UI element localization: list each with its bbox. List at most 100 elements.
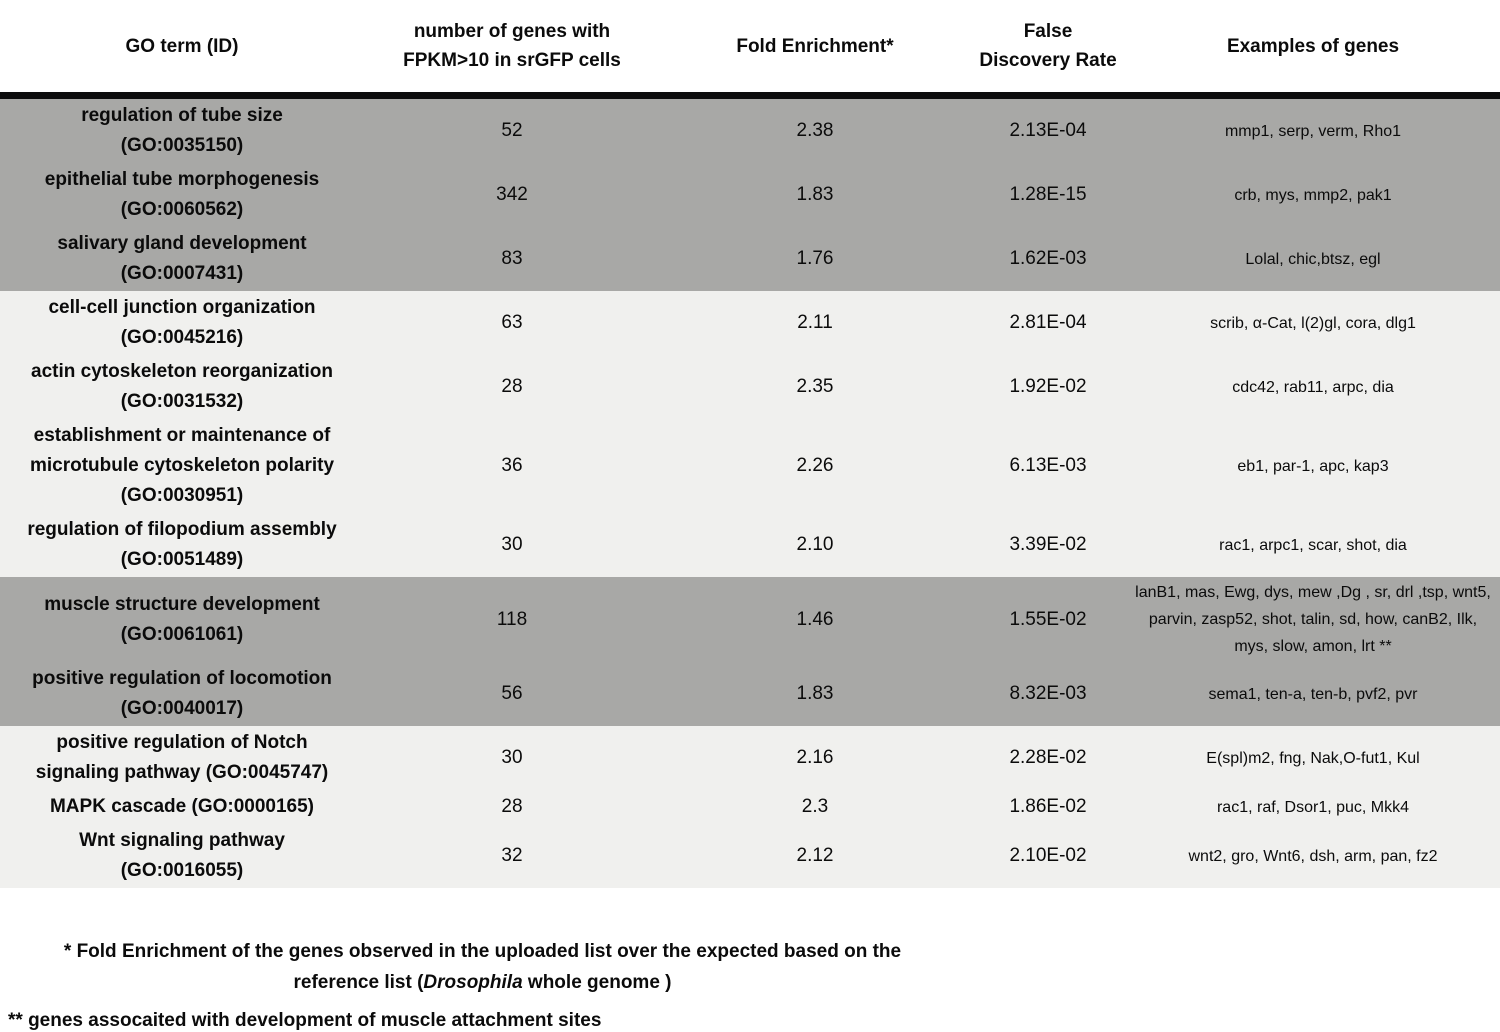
gene-count-cell: 36 xyxy=(501,455,523,476)
header-divider xyxy=(0,92,1500,99)
footnote-fold-enrichment: * Fold Enrichment of the genes observed … xyxy=(0,936,965,998)
header-gene-count: number of genes with FPKM>10 in srGFP cel… xyxy=(364,17,660,75)
examples-cell: rac1, arpc1, scar, shot, dia xyxy=(1219,536,1407,554)
go-term-text: establishment or maintenance of microtubu… xyxy=(29,425,335,506)
examples-cell: rac1, raf, Dsor1, puc, Mkk4 xyxy=(1216,798,1410,816)
table-row: salivary gland development (GO:0007431) 83… xyxy=(0,227,1500,291)
footnote-muscle-attachment: ** genes assocaited with development of … xyxy=(8,1010,602,1031)
fold-enrichment-cell: 2.11 xyxy=(797,312,833,333)
fdr-cell: 2.28E-02 xyxy=(1009,747,1087,768)
footnote-text: * Fold Enrichment of the genes observed … xyxy=(63,941,902,962)
fold-enrichment-cell: 1.76 xyxy=(796,248,834,269)
examples-cell: E(spl)m2, fng, Nak,O-fut1, Kul xyxy=(1206,749,1420,767)
fdr-cell: 1.62E-03 xyxy=(1009,248,1087,269)
gene-count-cell: 342 xyxy=(496,184,528,205)
table-row: regulation of filopodium assembly (GO:005… xyxy=(0,513,1500,577)
examples-cell: eb1, par-1, apc, kap3 xyxy=(1237,457,1389,475)
go-term-text: regulation of filopodium assembly (GO:005… xyxy=(27,519,337,570)
header-examples-of-genes: Examples of genes xyxy=(1126,32,1500,61)
go-term-cell: establishment or maintenance of microtubu… xyxy=(0,419,364,513)
fold-enrichment-cell: 2.26 xyxy=(796,455,834,476)
table-row: Wnt signaling pathway (GO:0016055) 32 2.12 2… xyxy=(0,824,1500,888)
gene-count-cell: 28 xyxy=(501,796,523,817)
footnote-text: reference list ( xyxy=(293,972,424,993)
table-row: cell-cell junction organization (GO:00452… xyxy=(0,291,1500,355)
fold-enrichment-cell: 2.35 xyxy=(796,376,834,397)
gene-count-cell: 52 xyxy=(501,120,523,141)
examples-cell: wnt2, gro, Wnt6, dsh, arm, pan, fz2 xyxy=(1188,847,1438,865)
go-term-text: positive regulation of Notch signaling pa… xyxy=(35,732,329,783)
header-line: Discovery Rate xyxy=(979,50,1117,71)
footnote-italic-drosophila: Drosophila xyxy=(423,972,523,993)
footnote-line-2: reference list (Drosophila whole genome … xyxy=(0,967,965,998)
fold-enrichment-cell: 1.83 xyxy=(796,683,834,704)
gene-count-cell: 63 xyxy=(501,312,523,333)
go-term-text: cell-cell junction organization (GO:00452… xyxy=(48,297,316,348)
go-term-cell: positive regulation of locomotion (GO:004… xyxy=(0,662,364,726)
gene-count-cell: 30 xyxy=(501,747,523,768)
table-row: positive regulation of locomotion (GO:004… xyxy=(0,662,1500,726)
table-body: regulation of tube size (GO:0035150) 52 2.3… xyxy=(0,99,1500,888)
go-term-text: salivary gland development (GO:0007431) xyxy=(57,233,307,284)
go-term-text: regulation of tube size (GO:0035150) xyxy=(81,105,283,156)
go-term-cell: actin cytoskeleton reorganization (GO:003… xyxy=(0,355,364,419)
fdr-cell: 1.92E-02 xyxy=(1009,376,1087,397)
go-term-text: MAPK cascade (GO:0000165) xyxy=(49,796,314,817)
fdr-cell: 1.28E-15 xyxy=(1009,184,1087,205)
table-row: actin cytoskeleton reorganization (GO:003… xyxy=(0,355,1500,419)
gene-count-cell: 56 xyxy=(501,683,523,704)
go-term-cell: MAPK cascade (GO:0000165) xyxy=(0,790,364,824)
header-line: False xyxy=(1023,21,1073,42)
go-term-cell: muscle structure development (GO:0061061) xyxy=(0,577,364,662)
go-term-cell: regulation of tube size (GO:0035150) xyxy=(0,99,364,163)
go-term-cell: Wnt signaling pathway (GO:0016055) xyxy=(0,824,364,888)
table-row: positive regulation of Notch signaling pa… xyxy=(0,726,1500,790)
examples-cell: Lolal, chic,btsz, egl xyxy=(1245,250,1381,268)
table-row: MAPK cascade (GO:0000165) 28 2.3 1.86E-02 ra… xyxy=(0,790,1500,824)
fold-enrichment-cell: 2.10 xyxy=(796,534,834,555)
fold-enrichment-cell: 2.16 xyxy=(796,747,834,768)
table-row: muscle structure development (GO:0061061)… xyxy=(0,577,1500,662)
table-row: epithelial tube morphogenesis (GO:0060562… xyxy=(0,163,1500,227)
fold-enrichment-cell: 2.12 xyxy=(796,845,834,866)
examples-cell: cdc42, rab11, arpc, dia xyxy=(1232,378,1394,396)
go-term-text: epithelial tube morphogenesis (GO:0060562… xyxy=(44,169,320,220)
fdr-cell: 1.86E-02 xyxy=(1009,796,1087,817)
fdr-cell: 2.10E-02 xyxy=(1009,845,1087,866)
fold-enrichment-cell: 2.3 xyxy=(801,796,829,817)
footnote-line-1: * Fold Enrichment of the genes observed … xyxy=(0,936,965,967)
table-header: GO term (ID) number of genes with FPKM>10 … xyxy=(0,0,1500,92)
gene-count-cell: 83 xyxy=(501,248,523,269)
fdr-cell: 1.55E-02 xyxy=(1009,608,1087,630)
gene-count-cell: 28 xyxy=(501,376,523,397)
go-term-text: muscle structure development (GO:0061061) xyxy=(44,593,320,645)
header-line: GO term (ID) xyxy=(125,35,239,57)
table-row: regulation of tube size (GO:0035150) 52 2.3… xyxy=(0,99,1500,163)
table-row: establishment or maintenance of microtubu… xyxy=(0,419,1500,513)
gene-count-cell: 118 xyxy=(496,608,528,630)
gene-count-cell: 30 xyxy=(501,534,523,555)
examples-cell: scrib, α-Cat, l(2)gl, cora, dlg1 xyxy=(1210,314,1416,332)
header-line: Examples of genes xyxy=(1226,35,1400,57)
examples-cell: sema1, ten-a, ten-b, pvf2, pvr xyxy=(1208,685,1418,703)
fdr-cell: 2.81E-04 xyxy=(1009,312,1087,333)
go-term-text: actin cytoskeleton reorganization (GO:003… xyxy=(31,361,333,412)
go-term-cell: salivary gland development (GO:0007431) xyxy=(0,227,364,291)
fdr-cell: 8.32E-03 xyxy=(1009,683,1087,704)
fdr-cell: 3.39E-02 xyxy=(1009,534,1087,555)
fold-enrichment-cell: 2.38 xyxy=(796,120,834,141)
go-term-cell: epithelial tube morphogenesis (GO:0060562… xyxy=(0,163,364,227)
header-fold-enrichment: Fold Enrichment* xyxy=(660,32,970,61)
go-term-text: Wnt signaling pathway (GO:0016055) xyxy=(79,830,285,881)
fold-enrichment-cell: 1.83 xyxy=(796,184,834,205)
fdr-cell: 2.13E-04 xyxy=(1009,120,1087,141)
footnote-text: whole genome ) xyxy=(522,972,672,993)
gene-count-cell: 32 xyxy=(501,845,523,866)
go-term-cell: cell-cell junction organization (GO:00452… xyxy=(0,291,364,355)
go-term-cell: regulation of filopodium assembly (GO:005… xyxy=(0,513,364,577)
header-go-term: GO term (ID) xyxy=(0,32,364,61)
examples-cell: mmp1, serp, verm, Rho1 xyxy=(1224,122,1402,140)
header-false-discovery-rate: False Discovery Rate xyxy=(970,17,1126,75)
fold-enrichment-cell: 1.46 xyxy=(796,608,834,630)
